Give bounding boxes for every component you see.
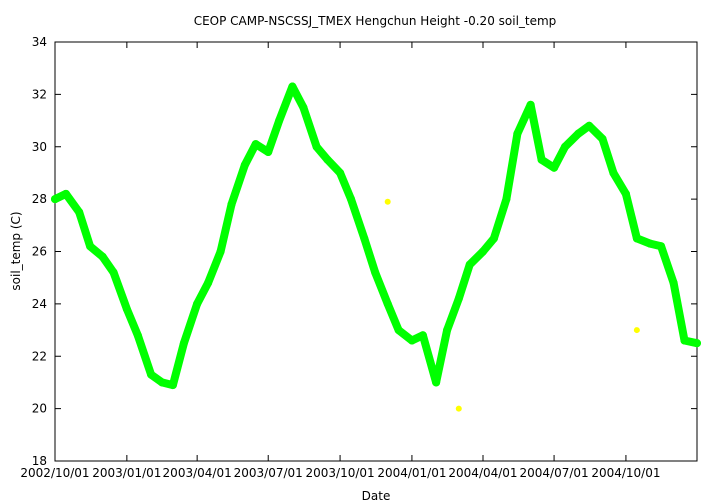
data-point: [621, 189, 630, 198]
data-point: [407, 336, 416, 345]
data-point: [454, 294, 463, 303]
data-point: [179, 339, 188, 348]
series-line-0: [51, 82, 701, 390]
data-point: [61, 189, 70, 198]
data-point: [299, 103, 308, 112]
x-axis: 2002/10/01 2003/01/01 2003/04/01 2003/07/01…: [20, 42, 661, 480]
x-tick-label: 2003/04/01: [163, 466, 232, 480]
y-tick-label: 24: [32, 297, 47, 311]
y-tick-label: 26: [32, 245, 47, 259]
y-tick-label: 32: [32, 87, 47, 101]
data-point: [561, 142, 570, 151]
data-point: [75, 208, 84, 217]
y-tick-label: 20: [32, 402, 47, 416]
y-tick-label: 30: [32, 140, 47, 154]
data-point: [371, 268, 380, 277]
data-point: [537, 155, 546, 164]
data-point: [347, 195, 356, 204]
data-point: [158, 378, 166, 387]
data-point: [680, 336, 689, 345]
data-point: [598, 134, 607, 143]
data-point: [432, 378, 441, 387]
data-point: [585, 121, 594, 130]
x-tick-label: 2002/10/01: [20, 466, 89, 480]
data-point: [216, 247, 225, 256]
data-point: [550, 163, 559, 172]
y-tick-label: 34: [32, 35, 47, 49]
y-axis-label: soil_temp (C): [9, 211, 23, 290]
data-point: [360, 234, 369, 243]
data-point: [657, 242, 666, 251]
data-point: [251, 140, 260, 149]
data-point: [502, 195, 511, 204]
data-point: [384, 198, 391, 205]
data-point: [455, 405, 462, 412]
data-point: [204, 278, 213, 287]
data-point: [86, 242, 95, 251]
x-tick-label: 2004/01/01: [377, 466, 446, 480]
data-point: [336, 168, 345, 177]
data-point: [98, 252, 107, 261]
x-tick-label: 2004/04/01: [448, 466, 517, 480]
data-point: [489, 234, 498, 243]
x-tick-label: 2004/07/01: [519, 466, 588, 480]
data-point: [609, 168, 618, 177]
data-point: [312, 142, 321, 151]
data-point: [264, 147, 273, 156]
y-axis: 18 20 22 24 26 28 30 32 34: [32, 35, 697, 468]
data-point: [632, 234, 641, 243]
data-point: [633, 327, 640, 334]
data-point: [240, 161, 249, 170]
data-point: [51, 195, 59, 204]
data-point: [418, 331, 427, 340]
data-point: [443, 326, 452, 335]
x-tick-label: 2003/01/01: [92, 466, 161, 480]
data-point: [513, 129, 522, 138]
plot-frame: [54, 41, 698, 462]
data-point: [526, 100, 535, 109]
data-point: [227, 200, 236, 209]
data-point: [383, 299, 392, 308]
x-tick-label: 2003/10/01: [305, 466, 374, 480]
chart-title: CEOP CAMP-NSCSSJ_TMEX Hengchun Height -0…: [194, 14, 557, 28]
data-point: [323, 155, 332, 164]
data-point: [147, 370, 156, 379]
data-point: [109, 268, 118, 277]
series-layer: [51, 82, 701, 412]
data-point: [122, 305, 131, 314]
y-tick-label: 18: [32, 454, 47, 468]
x-tick-label: 2004/10/01: [591, 466, 660, 480]
data-point: [133, 331, 142, 340]
data-point: [646, 239, 655, 248]
data-point: [275, 116, 284, 125]
data-point: [465, 260, 474, 269]
data-point: [288, 82, 297, 91]
data-point: [193, 299, 202, 308]
data-point: [168, 381, 177, 390]
data-point: [574, 129, 583, 138]
y-tick-label: 22: [32, 349, 47, 363]
x-axis-label: Date: [362, 489, 391, 503]
data-point: [479, 247, 487, 256]
y-tick-label: 28: [32, 192, 47, 206]
x-tick-label: 2003/07/01: [234, 466, 303, 480]
data-point: [394, 326, 403, 335]
data-point: [693, 339, 701, 348]
data-point: [669, 278, 678, 287]
